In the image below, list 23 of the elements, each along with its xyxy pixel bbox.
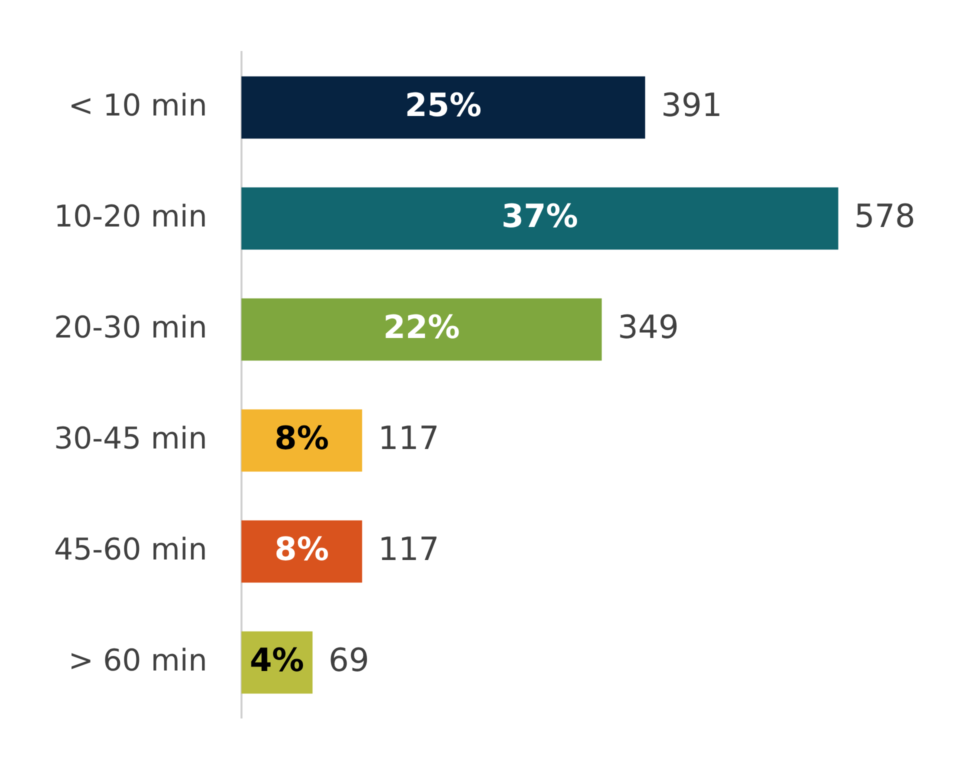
- y-tick-label: < 10 min: [68, 88, 208, 124]
- bar: [241, 520, 362, 583]
- annotation: 25%: [404, 86, 482, 124]
- annotation: 8%: [274, 530, 329, 568]
- data-label: 391: [661, 86, 722, 124]
- y-tick-label: 30-45 min: [54, 421, 208, 456]
- bar: [241, 298, 602, 361]
- bar: [241, 409, 362, 472]
- annotation: 4%: [250, 640, 304, 679]
- annotation: 22%: [383, 308, 460, 346]
- y-tick-label: > 60 min: [68, 643, 208, 678]
- bar: [241, 187, 838, 250]
- data-label: 117: [378, 530, 440, 568]
- bar: [241, 76, 646, 139]
- y-tick-label: 10-20 min: [54, 199, 208, 234]
- y-tick-label: 20-30 min: [54, 310, 208, 346]
- data-label: 578: [854, 196, 916, 235]
- annotation: 37%: [501, 196, 578, 235]
- annotation: 8%: [274, 418, 329, 457]
- y-tick-label: 45-60 min: [54, 532, 208, 568]
- data-label: 69: [328, 640, 370, 679]
- data-label: 117: [378, 418, 440, 457]
- data-label: 349: [618, 308, 679, 346]
